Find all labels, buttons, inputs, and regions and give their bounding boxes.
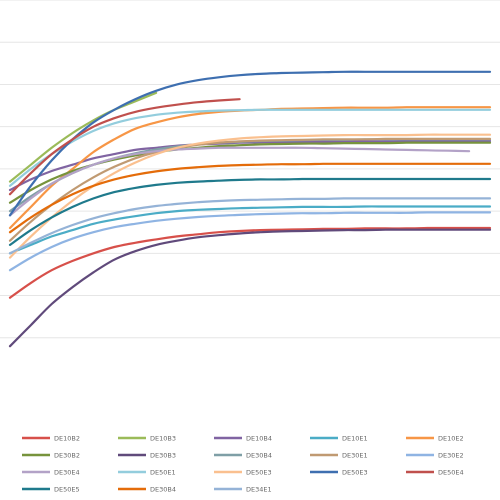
legend-label: DE10B3: [150, 435, 176, 443]
legend-label: DE30E2: [438, 452, 464, 460]
series-line-de34e1-17: [8, 197, 492, 255]
series-line-de10b2-0: [8, 226, 492, 299]
legend-label: DE30B2: [54, 452, 80, 460]
legend-label: DE30B3: [150, 452, 176, 460]
legend-label: DE10E2: [438, 435, 464, 443]
series-line-de50e3-13: [8, 70, 492, 217]
legend-label: DE50E3: [246, 469, 272, 477]
series-line-de30e1-8: [8, 137, 492, 242]
legend-label: DE10B4: [246, 435, 272, 443]
series-line-de50e1-11: [8, 108, 492, 187]
legend-label: DE50E3: [342, 469, 368, 477]
series-line-de30b4-16: [8, 162, 492, 234]
series-line-de30e2-9: [8, 211, 492, 272]
series-line-de10e1-3: [8, 205, 492, 255]
gridlines: [0, 0, 500, 339]
series-line-de30b3-6: [8, 228, 492, 348]
legend-label: DE50E5: [54, 486, 80, 494]
legend-label: DE10B2: [54, 435, 80, 443]
legend: DE10B2 DE10B3 DE10B4 DE10E1 DE10E2 DE30B2 DE30…: [22, 435, 464, 494]
series-line-de50e5-15: [8, 177, 492, 246]
series-line-de10b3-1: [8, 91, 158, 183]
legend-label: DE30E1: [342, 452, 368, 460]
legend-label: DE30B4: [246, 452, 272, 460]
series-lines: [8, 70, 492, 348]
legend-label: DE50E1: [150, 469, 176, 477]
legend-label: DE10E1: [342, 435, 368, 443]
series-line-de30e4-10: [8, 146, 471, 217]
legend-label: DE50E4: [438, 469, 464, 477]
legend-label: DE34E1: [246, 486, 272, 494]
legend-label: DE30B4: [150, 486, 176, 494]
series-line-de50e4-14: [8, 98, 241, 196]
series-line-de50e3-12: [8, 133, 492, 259]
legend-label: DE30E4: [54, 469, 80, 477]
